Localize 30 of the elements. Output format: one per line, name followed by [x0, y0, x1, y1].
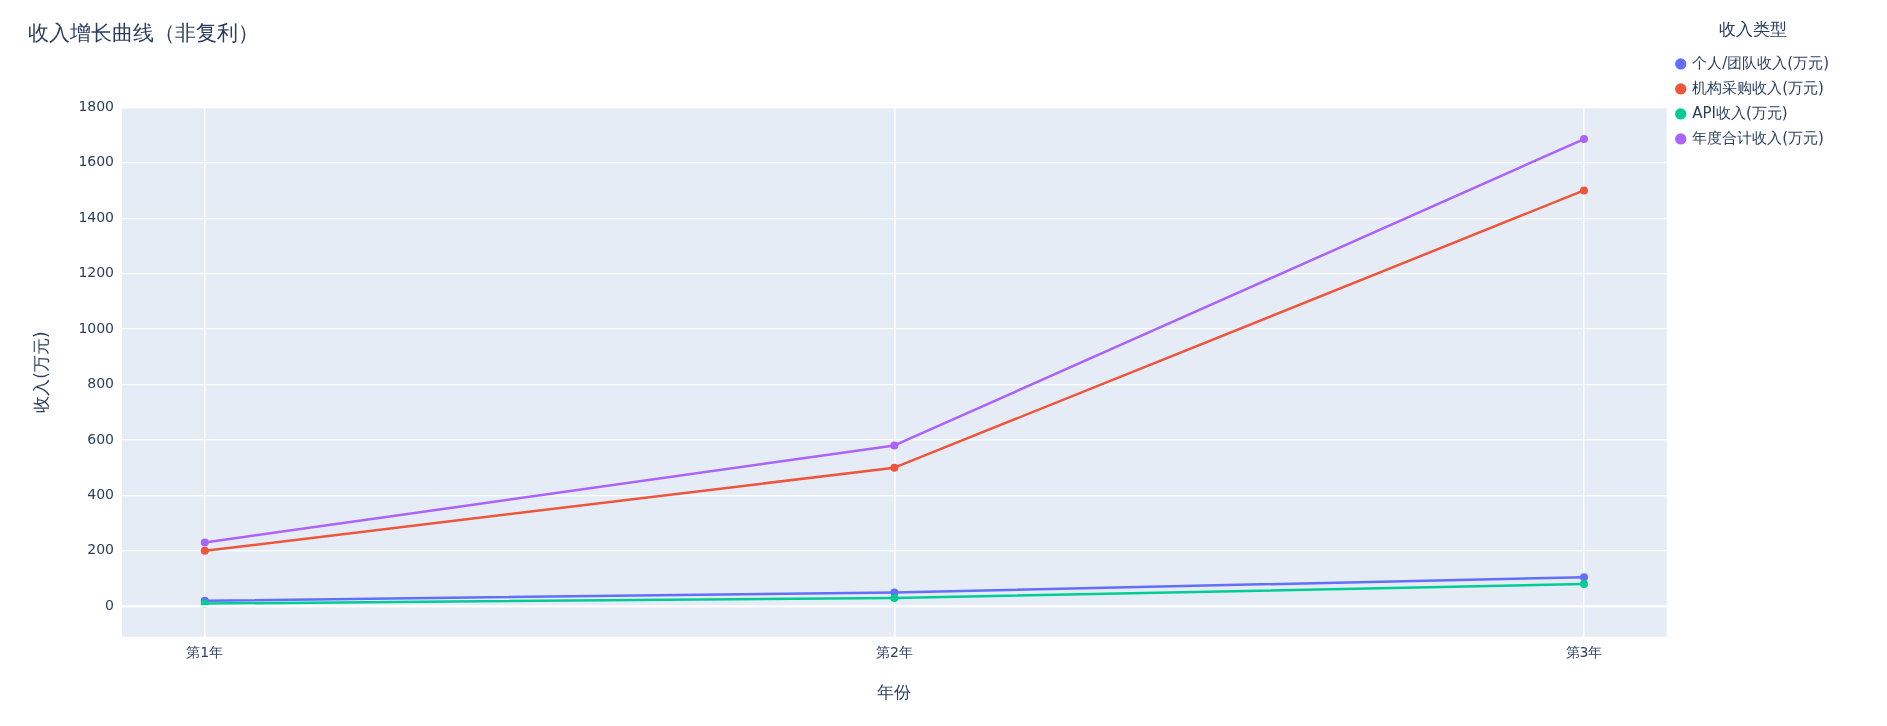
- y-tick-label: 1800: [78, 97, 115, 114]
- y-tick-label: 1400: [78, 208, 115, 225]
- x-tick-label: 第2年: [875, 643, 913, 660]
- legend-label: 机构采购收入(万元): [1692, 78, 1824, 97]
- point: [890, 441, 899, 450]
- point: [200, 546, 209, 555]
- y-tick-label: 200: [87, 541, 115, 558]
- y-tick-label: 800: [87, 375, 115, 392]
- point: [200, 538, 209, 547]
- y-tick-label: 400: [87, 486, 115, 503]
- x-tick-label: 第1年: [186, 643, 224, 660]
- chart-title: 收入增长曲线（非复利）: [28, 21, 259, 46]
- y-tick-label: 600: [87, 430, 115, 447]
- point: [1579, 580, 1588, 589]
- point: [890, 463, 899, 472]
- y-tick-label: 1200: [78, 264, 115, 281]
- x-axis-title: 年份: [877, 682, 912, 703]
- x-tick-label: 第3年: [1565, 643, 1603, 660]
- point: [1579, 573, 1588, 582]
- point: [1579, 186, 1588, 195]
- y-tick-label: 1600: [78, 153, 115, 170]
- legend-label: 年度合计收入(万元): [1692, 128, 1824, 147]
- y-tick-label: 1000: [78, 319, 115, 336]
- point: [890, 593, 899, 602]
- legend-label: 个人/团队收入(万元): [1692, 53, 1830, 72]
- legend-label: API收入(万元): [1692, 103, 1788, 122]
- y-axis-title: 收入(万元): [30, 331, 51, 413]
- y-tick-label: 0: [105, 596, 115, 613]
- legend-title: 收入类型: [1718, 18, 1787, 39]
- point: [1579, 135, 1588, 144]
